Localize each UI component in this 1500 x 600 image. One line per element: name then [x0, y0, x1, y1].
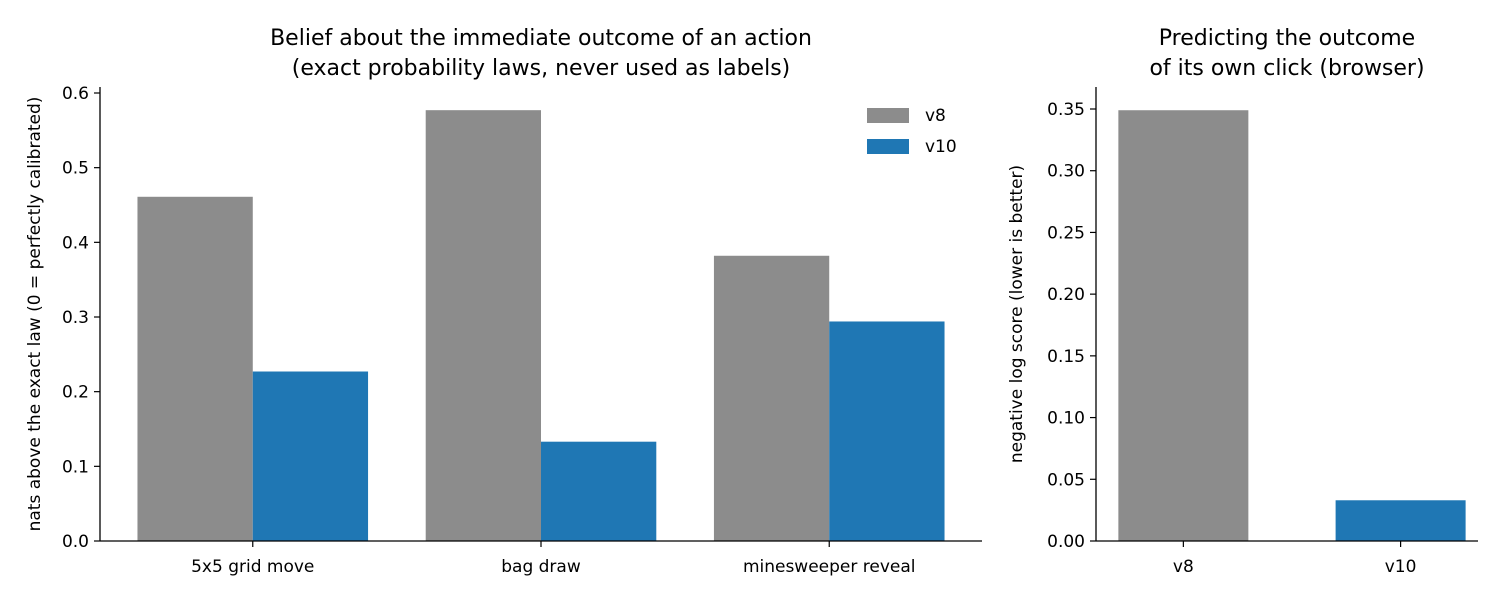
chart-right: Predicting the outcome of its own click …	[1007, 26, 1478, 577]
chart-left-x-ticks: 5x5 grid move bag draw minesweeper reveal	[191, 541, 916, 577]
right-y-tick-label-3: 0.15	[1047, 347, 1085, 367]
y-tick-label-6: 0.6	[62, 84, 89, 104]
right-x-tick-label-0: v8	[1173, 557, 1194, 577]
bar-v8-1	[425, 110, 541, 541]
bar-v8	[1118, 110, 1249, 541]
chart-right-y-ticks: 0.00 0.05 0.10 0.15 0.20 0.25 0.30 0.35	[1047, 100, 1096, 552]
bar-v10-0	[252, 371, 369, 541]
y-tick-label-1: 0.1	[62, 457, 89, 477]
legend-swatch-v8	[867, 108, 909, 123]
x-tick-label-1: bag draw	[501, 557, 581, 577]
legend-swatch-v10	[867, 139, 909, 154]
y-tick-label-0: 0.0	[62, 532, 89, 552]
right-y-tick-label-2: 0.10	[1047, 409, 1085, 429]
chart-right-title-line-2: of its own click (browser)	[1149, 56, 1424, 81]
bar-v10	[1335, 500, 1466, 541]
bar-v8-0	[137, 196, 253, 541]
right-y-tick-label-7: 0.35	[1047, 100, 1085, 120]
chart-left-bars	[137, 110, 945, 542]
right-x-tick-label-1: v10	[1385, 557, 1417, 577]
bar-v10-2	[829, 321, 945, 541]
chart-right-title-line-1: Predicting the outcome	[1159, 26, 1415, 51]
y-tick-label-2: 0.2	[62, 383, 89, 403]
chart-left-y-axis-label: nats above the exact law (0 = perfectly …	[25, 97, 45, 532]
legend-label-v8: v8	[925, 106, 946, 126]
right-y-tick-label-4: 0.20	[1047, 285, 1085, 305]
y-tick-label-4: 0.4	[62, 233, 89, 253]
chart-left: Belief about the immediate outcome of an…	[25, 26, 982, 577]
x-tick-label-2: minesweeper reveal	[743, 557, 916, 577]
chart-right-x-ticks: v8 v10	[1173, 541, 1417, 577]
right-y-tick-label-5: 0.25	[1047, 223, 1085, 243]
chart-left-y-ticks: 0.0 0.1 0.2 0.3 0.4 0.5 0.6	[62, 84, 100, 552]
legend-label-v10: v10	[925, 137, 957, 157]
chart-left-title-line-2: (exact probability laws, never used as l…	[292, 56, 791, 81]
chart-right-bars	[1118, 110, 1466, 541]
chart-left-legend: v8 v10	[867, 106, 957, 157]
right-y-tick-label-6: 0.30	[1047, 162, 1085, 182]
right-y-tick-label-1: 0.05	[1047, 470, 1085, 490]
chart-right-y-axis-label: negative log score (lower is better)	[1007, 165, 1027, 463]
y-tick-label-5: 0.5	[62, 159, 89, 179]
right-y-tick-label-0: 0.00	[1047, 532, 1085, 552]
y-tick-label-3: 0.3	[62, 308, 89, 328]
bar-v10-1	[541, 441, 657, 541]
bar-v8-2	[713, 255, 830, 542]
x-tick-label-0: 5x5 grid move	[191, 557, 314, 577]
chart-left-title-line-1: Belief about the immediate outcome of an…	[270, 26, 812, 51]
